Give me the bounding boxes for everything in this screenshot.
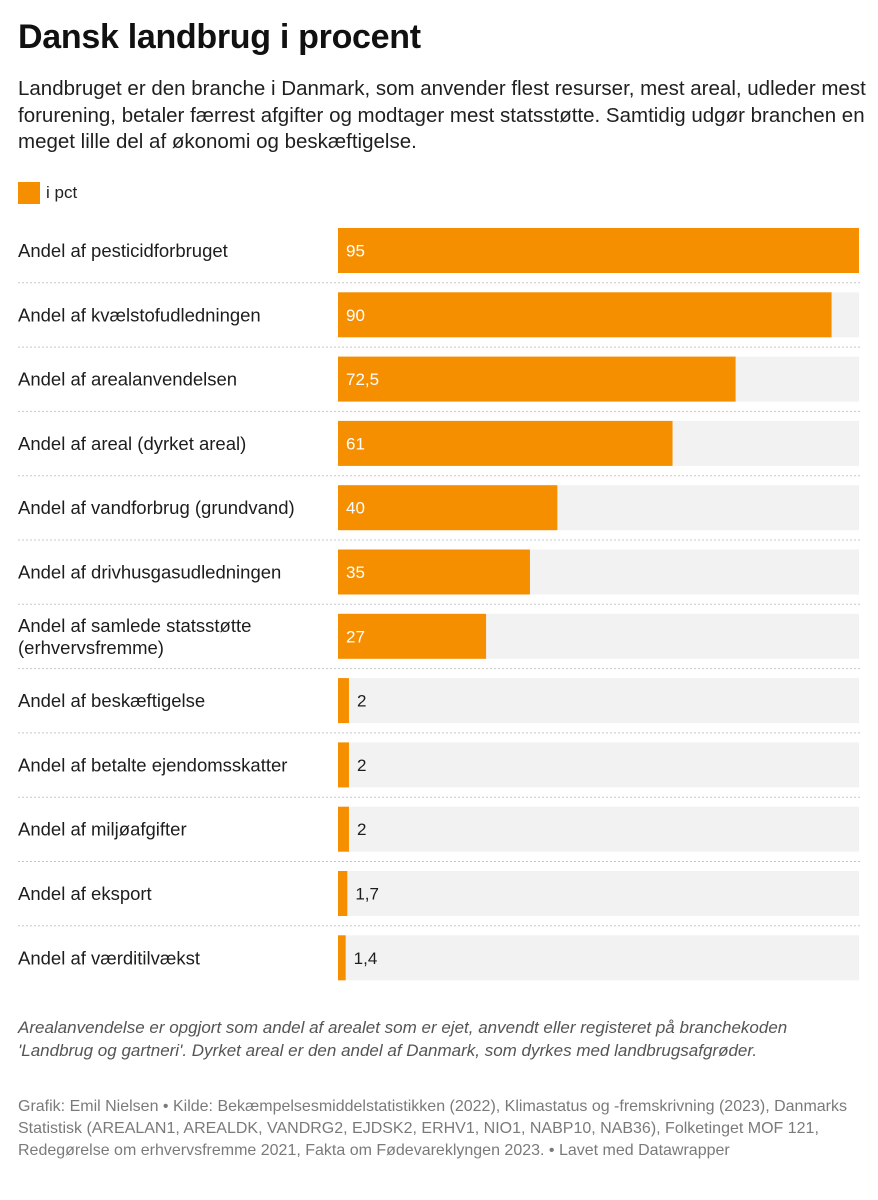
data-label: 61: [346, 434, 365, 453]
bar-chart: Andel af pesticidforbruget 95 Andel af kvæ…: [18, 228, 860, 981]
bar-track: [338, 806, 859, 852]
data-label: 2: [357, 692, 366, 711]
bar: [338, 678, 349, 724]
bar: [338, 485, 558, 531]
data-label: 1,7: [355, 885, 379, 904]
legend: i pct: [18, 182, 77, 204]
category-label: Andel af areal (dyrket areal): [18, 433, 246, 454]
legend-swatch: [18, 182, 40, 204]
category-label: Andel af vandforbrug (grundvand): [18, 497, 295, 518]
data-label: 90: [346, 306, 365, 325]
bar: [338, 549, 530, 595]
category-label: (erhvervsfremme): [18, 637, 164, 658]
bar: [338, 420, 673, 466]
data-label: 35: [346, 563, 365, 582]
category-label: Andel af eksport: [18, 883, 152, 904]
category-label: Andel af kvælstofudledningen: [18, 304, 261, 325]
category-label: Andel af miljøafgifter: [18, 819, 187, 840]
data-label: 27: [346, 627, 365, 646]
bar-track: [338, 935, 859, 981]
bar: [338, 871, 348, 916]
bar: [338, 742, 349, 788]
data-label: 2: [357, 756, 366, 775]
category-label: Andel af samlede statsstøtte: [18, 615, 251, 636]
bar: [338, 613, 487, 659]
data-label: 40: [346, 499, 365, 518]
chart-notes: Arealanvendelse er opgjort som andel af …: [18, 1018, 788, 1060]
category-label: Andel af beskæftigelse: [18, 690, 205, 711]
data-label: 72,5: [346, 370, 379, 389]
chart-subtitle: Landbruget er den branche i Danmark, som…: [18, 77, 866, 153]
bar: [338, 935, 346, 981]
bar: [338, 806, 349, 852]
category-label: Andel af drivhusgasudledningen: [18, 562, 281, 583]
bar-track: [338, 678, 859, 724]
bar: [338, 292, 832, 338]
data-label: 2: [357, 820, 366, 839]
data-label: 95: [346, 242, 365, 261]
category-label: Andel af betalte ejendomsskatter: [18, 754, 287, 775]
category-label: Andel af værditilvækst: [18, 947, 200, 968]
bar-track: [338, 742, 859, 788]
bar: [338, 228, 859, 273]
chart-source: Grafik: Emil Nielsen • Kilde: Bekæmpelse…: [18, 1098, 848, 1159]
data-label: 1,4: [354, 949, 378, 968]
chart-title: Dansk landbrug i procent: [18, 18, 421, 56]
bar-track: [338, 871, 859, 916]
bar: [338, 356, 736, 402]
category-label: Andel af pesticidforbruget: [18, 240, 228, 261]
category-label: Andel af arealanvendelsen: [18, 369, 237, 390]
legend-label: i pct: [46, 183, 78, 202]
